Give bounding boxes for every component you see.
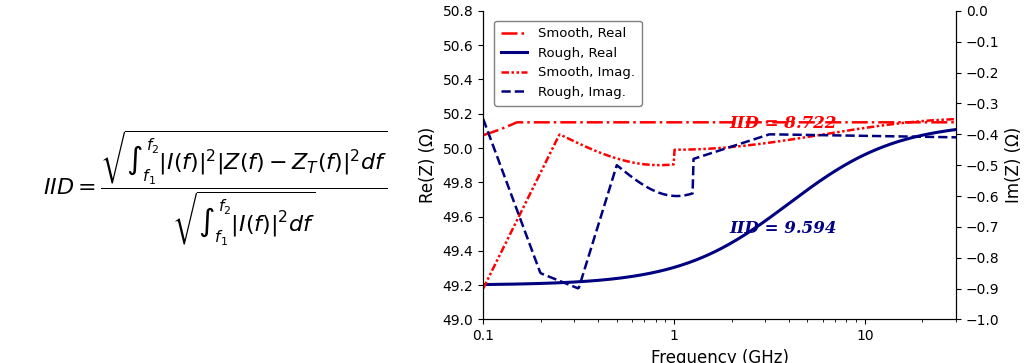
- Smooth, Real: [511, 120, 523, 125]
- Smooth, Imag.: [477, 286, 489, 291]
- Smooth, Real: [940, 120, 952, 125]
- Smooth, Imag.: [939, 117, 951, 122]
- Line: Smooth, Real: Smooth, Real: [483, 122, 956, 135]
- Rough, Imag.: [734, 142, 746, 146]
- Rough, Imag.: [477, 117, 489, 121]
- Rough, Real: [759, 219, 771, 224]
- Rough, Imag.: [702, 152, 714, 156]
- Smooth, Real: [866, 120, 878, 125]
- Smooth, Real: [734, 120, 746, 125]
- Smooth, Imag.: [865, 125, 877, 129]
- Rough, Real: [477, 282, 489, 287]
- Rough, Imag.: [705, 151, 718, 155]
- Y-axis label: Re(Z) (Ω): Re(Z) (Ω): [419, 127, 437, 203]
- Line: Rough, Imag.: Rough, Imag.: [483, 119, 956, 288]
- Smooth, Imag.: [950, 117, 962, 121]
- Rough, Imag.: [950, 135, 962, 139]
- Text: IID = 9.594: IID = 9.594: [729, 220, 837, 237]
- Rough, Imag.: [760, 134, 772, 138]
- Text: $IID = \dfrac{\sqrt{\int_{f_1}^{f_2}|I(f)|^2|Z(f)-Z_T(f)|^2df}}{\sqrt{\int_{f_1}: $IID = \dfrac{\sqrt{\int_{f_1}^{f_2}|I(f…: [43, 129, 388, 248]
- Rough, Imag.: [866, 134, 878, 138]
- Rough, Imag.: [572, 286, 584, 290]
- Smooth, Imag.: [733, 144, 745, 148]
- Rough, Real: [701, 253, 713, 257]
- Rough, Real: [865, 150, 877, 154]
- Smooth, Real: [705, 120, 718, 125]
- Smooth, Real: [477, 133, 489, 137]
- Line: Smooth, Imag.: Smooth, Imag.: [483, 119, 956, 289]
- Rough, Real: [950, 127, 962, 132]
- Smooth, Real: [950, 120, 962, 125]
- Smooth, Imag.: [701, 147, 713, 151]
- Rough, Real: [704, 252, 717, 256]
- Smooth, Real: [702, 120, 714, 125]
- Line: Rough, Real: Rough, Real: [483, 130, 956, 285]
- Legend: Smooth, Real, Rough, Real, Smooth, Imag., Rough, Imag.: Smooth, Real, Rough, Real, Smooth, Imag.…: [494, 21, 641, 106]
- Smooth, Imag.: [704, 146, 717, 151]
- Text: IID = 8.722: IID = 8.722: [729, 115, 837, 132]
- Y-axis label: Im(Z) (Ω): Im(Z) (Ω): [1005, 127, 1023, 203]
- Rough, Real: [733, 236, 745, 241]
- X-axis label: Frequency (GHz): Frequency (GHz): [651, 349, 788, 363]
- Rough, Real: [939, 129, 951, 133]
- Smooth, Imag.: [759, 141, 771, 146]
- Smooth, Real: [760, 120, 772, 125]
- Rough, Imag.: [940, 135, 952, 139]
